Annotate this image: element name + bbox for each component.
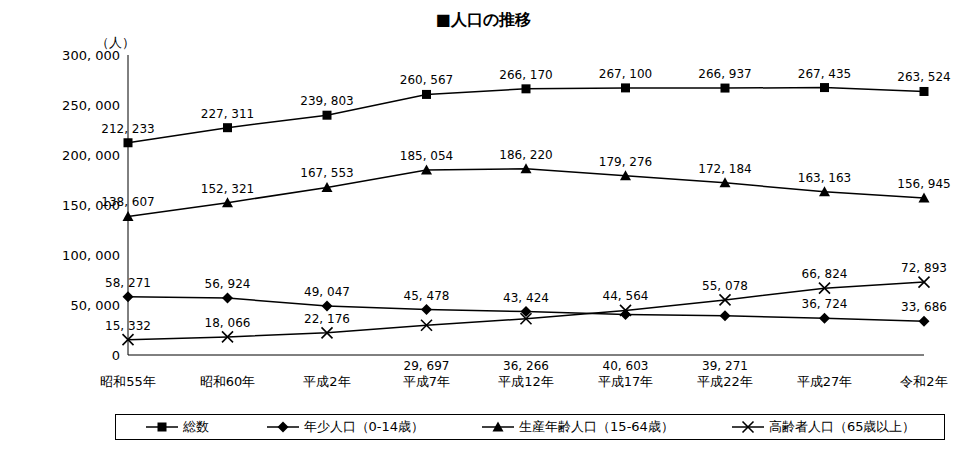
svg-text:138, 607: 138, 607 [101,195,154,209]
svg-text:令和2年: 令和2年 [900,374,947,389]
svg-text:267, 435: 267, 435 [798,67,851,81]
svg-text:163, 163: 163, 163 [798,171,851,185]
svg-text:150, 000: 150, 000 [62,197,120,213]
svg-text:212, 233: 212, 233 [101,122,154,136]
html-text:総数: 総数 [182,419,209,434]
svg-text:239, 803: 239, 803 [300,94,353,108]
svg-text:56, 924: 56, 924 [205,277,251,291]
html-text:高齢者人口（65歳以上）: 高齢者人口（65歳以上） [768,419,916,434]
svg-text:36, 724: 36, 724 [802,297,848,311]
svg-text:250, 000: 250, 000 [62,98,120,113]
svg-text:179, 276: 179, 276 [599,155,652,169]
svg-text:29, 697: 29, 697 [404,359,450,373]
svg-text:263, 524: 263, 524 [897,70,950,84]
html-text:（人）: （人） [96,35,135,50]
svg-text:100, 000: 100, 000 [62,248,120,263]
svg-text:185, 054: 185, 054 [400,149,453,163]
svg-text:227, 311: 227, 311 [201,107,254,121]
svg-text:50, 000: 50, 000 [70,298,120,313]
svg-text:平成7年: 平成7年 [403,374,450,389]
svg-text:0: 0 [112,348,120,363]
svg-text:36, 266: 36, 266 [503,359,549,373]
svg-text:172, 184: 172, 184 [698,162,751,176]
svg-text:49, 047: 49, 047 [304,285,350,299]
html-text:■人口の推移: ■人口の推移 [435,10,531,29]
svg-text:45, 478: 45, 478 [404,289,450,303]
svg-text:昭和60年: 昭和60年 [200,374,256,389]
svg-text:260, 567: 260, 567 [400,73,453,87]
svg-text:平成22年: 平成22年 [697,374,753,389]
svg-text:72, 893: 72, 893 [901,261,947,275]
svg-text:55, 078: 55, 078 [702,279,748,293]
svg-text:266, 170: 266, 170 [499,68,552,82]
svg-text:18, 066: 18, 066 [205,316,251,330]
svg-text:186, 220: 186, 220 [499,148,552,162]
svg-text:平成12年: 平成12年 [498,374,554,389]
svg-text:167, 553: 167, 553 [300,166,353,180]
svg-text:40, 603: 40, 603 [603,359,649,373]
svg-text:43, 424: 43, 424 [503,291,549,305]
svg-text:58, 271: 58, 271 [105,276,151,290]
svg-text:266, 937: 266, 937 [698,67,751,81]
svg-text:200, 000: 200, 000 [62,148,120,163]
svg-text:156, 945: 156, 945 [897,177,950,191]
svg-text:昭和55年: 昭和55年 [100,374,156,389]
svg-text:267, 100: 267, 100 [599,67,652,81]
svg-text:平成17年: 平成17年 [598,374,654,389]
svg-text:300, 000: 300, 000 [62,48,120,63]
svg-text:44, 564: 44, 564 [603,289,649,303]
svg-text:22, 176: 22, 176 [304,312,350,326]
svg-text:平成27年: 平成27年 [797,374,853,389]
html-text:年少人口（0-14歳）: 年少人口（0-14歳） [303,419,425,434]
html-text:生産年齢人口（15-64歳）: 生産年齢人口（15-64歳） [519,419,674,434]
svg-text:152, 321: 152, 321 [201,182,254,196]
svg-text:33, 686: 33, 686 [901,300,947,314]
svg-text:66, 824: 66, 824 [802,267,848,281]
svg-text:39, 271: 39, 271 [702,359,748,373]
svg-text:平成2年: 平成2年 [303,374,350,389]
svg-text:15, 332: 15, 332 [105,319,151,333]
